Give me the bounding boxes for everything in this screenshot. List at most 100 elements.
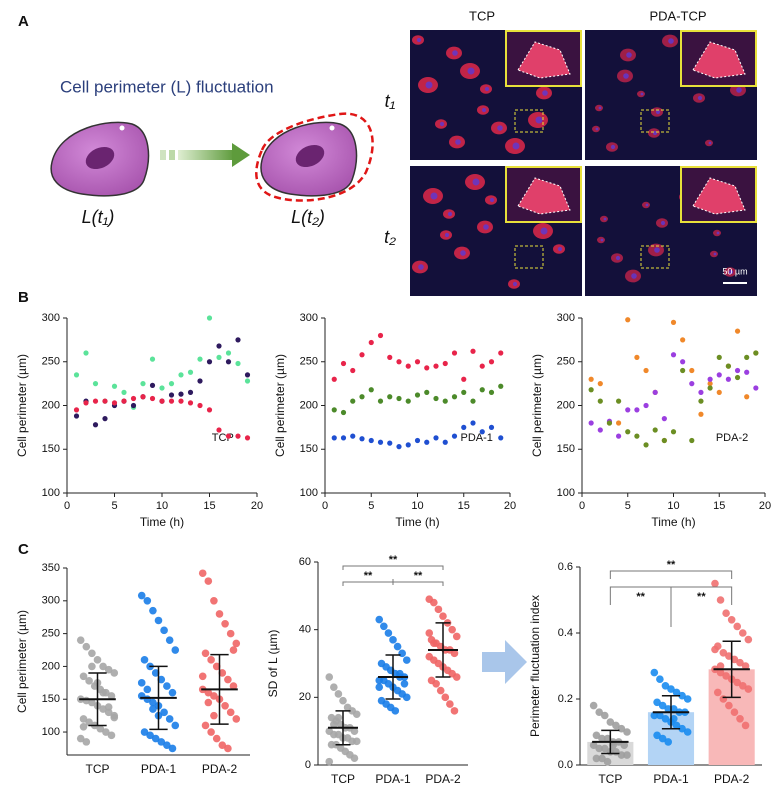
data-point xyxy=(130,395,137,402)
data-point xyxy=(600,744,609,753)
data-point xyxy=(741,662,750,670)
data-point xyxy=(163,741,171,749)
nucleus-stain xyxy=(716,231,720,235)
significance-bracket xyxy=(609,570,733,579)
data-point xyxy=(600,711,609,720)
micrographs xyxy=(410,30,757,296)
data-point xyxy=(439,612,447,620)
nucleus-stain xyxy=(603,217,607,221)
data-point xyxy=(656,675,664,683)
data-point xyxy=(232,639,241,648)
data-point xyxy=(625,317,631,323)
data-point xyxy=(672,721,681,730)
data-point xyxy=(725,701,733,710)
data-point xyxy=(143,685,152,694)
data-point xyxy=(719,649,728,657)
data-point xyxy=(730,708,739,716)
data-point xyxy=(658,734,667,743)
data-point xyxy=(405,442,411,448)
data-point xyxy=(643,367,649,374)
y-tick-label: 100 xyxy=(557,487,575,499)
data-point xyxy=(442,360,448,367)
data-point xyxy=(154,616,163,625)
data-point xyxy=(187,400,194,406)
data-point xyxy=(414,359,421,365)
data-point xyxy=(450,649,459,658)
data-point xyxy=(606,718,615,726)
data-point xyxy=(163,682,171,690)
significance-bracket xyxy=(342,565,444,570)
x-tick-label: 0 xyxy=(64,500,70,512)
data-point xyxy=(82,642,91,651)
data-point xyxy=(377,439,384,445)
cell-label: L(t₁) xyxy=(82,207,115,227)
data-point xyxy=(722,672,730,680)
nucleus-stain xyxy=(626,52,632,58)
data-point xyxy=(744,354,750,360)
data-point xyxy=(670,319,677,325)
data-point xyxy=(384,629,393,637)
data-point xyxy=(733,678,742,687)
data-point xyxy=(387,394,393,400)
data-point xyxy=(643,402,649,409)
data-point xyxy=(102,416,108,422)
data-point xyxy=(400,680,409,688)
data-point xyxy=(110,713,119,722)
data-point xyxy=(359,394,365,400)
x-tick-label: 15 xyxy=(458,500,470,512)
nucleus-stain xyxy=(645,203,649,207)
data-point xyxy=(110,669,119,677)
data-point xyxy=(235,433,241,439)
data-point xyxy=(157,675,166,684)
data-point xyxy=(325,757,334,766)
data-point xyxy=(617,724,626,733)
data-point xyxy=(359,436,365,442)
data-point xyxy=(744,685,753,693)
data-point xyxy=(102,398,108,404)
data-point xyxy=(130,402,137,409)
y-tick-label: 0.6 xyxy=(558,561,573,573)
data-point xyxy=(178,372,184,378)
y-axis-label: SD of L (µm) xyxy=(266,630,280,698)
data-point xyxy=(226,708,235,717)
nucleus-stain xyxy=(460,250,466,256)
data-point xyxy=(73,407,80,413)
data-point xyxy=(424,389,430,395)
data-point xyxy=(235,360,241,367)
data-point xyxy=(396,669,404,678)
nucleus-stain xyxy=(640,92,644,96)
data-point xyxy=(389,636,397,644)
data-point xyxy=(96,724,105,733)
data-point xyxy=(377,332,384,339)
data-point xyxy=(595,744,604,753)
data-point xyxy=(140,656,149,664)
data-point xyxy=(430,598,438,607)
data-point xyxy=(589,741,598,749)
data-point xyxy=(244,435,251,441)
data-point xyxy=(165,715,174,723)
data-point xyxy=(121,389,127,395)
data-point xyxy=(197,402,203,409)
data-point xyxy=(76,636,85,644)
data-point xyxy=(140,728,149,736)
inset-cell xyxy=(692,177,746,215)
data-point xyxy=(479,387,485,393)
data-point xyxy=(79,715,88,723)
data-point xyxy=(165,636,174,644)
data-point xyxy=(753,350,759,356)
data-point xyxy=(616,420,622,426)
data-point xyxy=(661,715,670,723)
data-point xyxy=(625,429,631,435)
data-point xyxy=(218,741,227,749)
data-point xyxy=(498,383,504,389)
significance-label: ** xyxy=(636,591,645,603)
data-point xyxy=(430,639,438,647)
error-bar xyxy=(335,710,351,746)
nucleus-stain xyxy=(610,144,616,150)
data-point xyxy=(588,387,594,393)
data-point xyxy=(436,686,445,695)
data-point xyxy=(331,435,337,441)
data-point xyxy=(744,369,750,375)
data-point xyxy=(617,751,626,759)
data-point xyxy=(736,715,744,723)
